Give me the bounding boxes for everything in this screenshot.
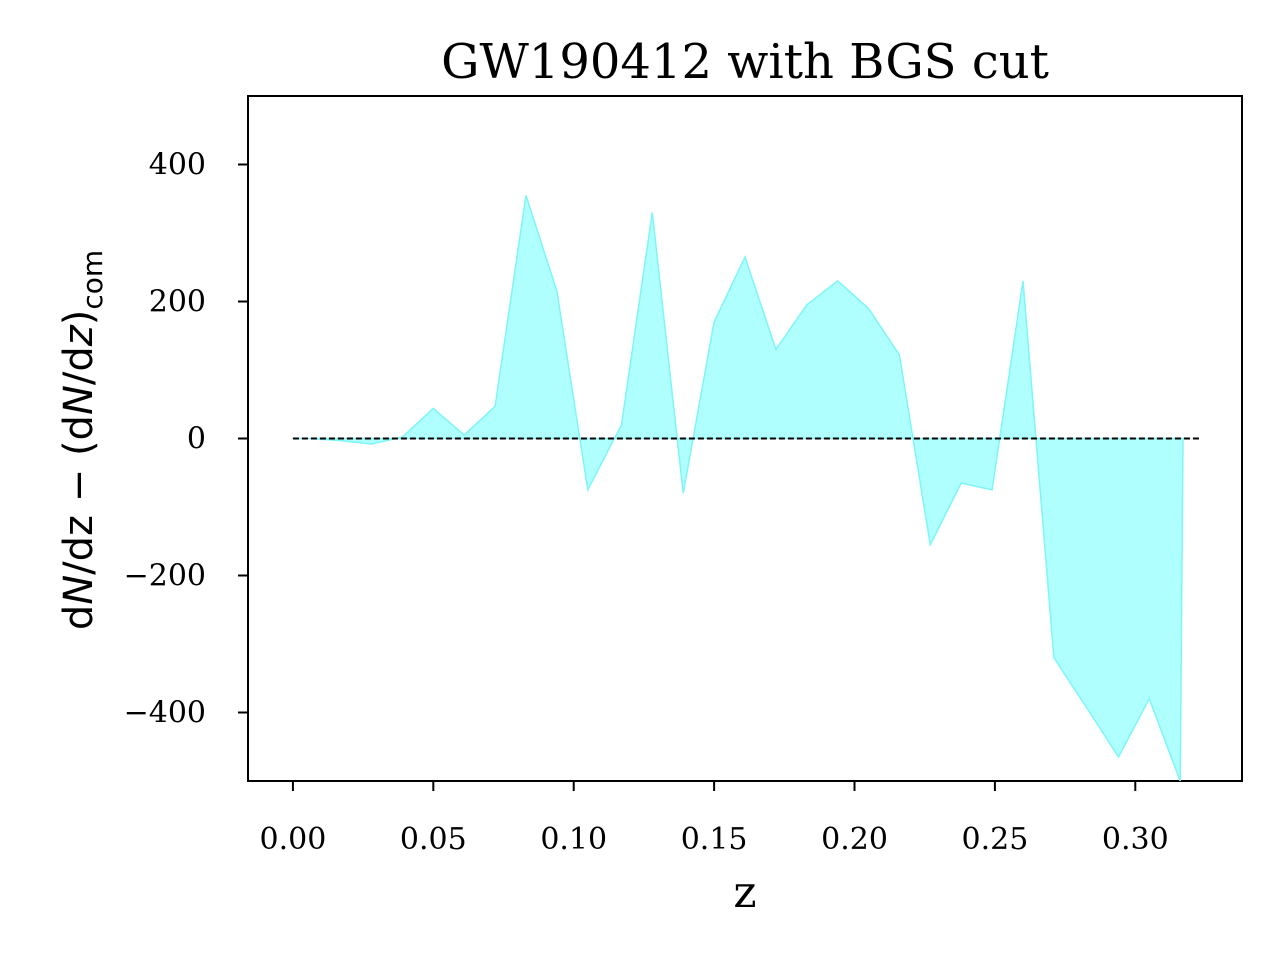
x-tick-label: 0.25 <box>962 822 1029 857</box>
y-axis-label: dN/dz − (dN/dz)com <box>56 250 109 630</box>
data-layer <box>292 195 1200 781</box>
x-tick-label: 0.05 <box>400 822 467 857</box>
y-tick-label: −400 <box>124 696 206 731</box>
filled-area-series-0 <box>292 195 1184 781</box>
y-tick-label: −200 <box>124 559 206 594</box>
y-tick-label: 200 <box>149 285 206 320</box>
x-tick-label: 0.15 <box>681 822 748 857</box>
x-axis-label: z <box>733 867 756 918</box>
y-tick-label: 400 <box>149 148 206 183</box>
x-tick-label: 0.00 <box>260 822 327 857</box>
x-tick-label: 0.10 <box>540 822 607 857</box>
x-tick-label: 0.20 <box>821 822 888 857</box>
x-tick-label: 0.30 <box>1102 822 1169 857</box>
chart-title: GW190412 with BGS cut <box>441 34 1049 90</box>
x-axis: 0.00 0.05 0.10 0.15 0.20 0.25 0.30 <box>260 781 1169 857</box>
y-axis: 400 200 0 −200 −400 <box>124 148 248 731</box>
y-tick-label: 0 <box>187 422 206 457</box>
